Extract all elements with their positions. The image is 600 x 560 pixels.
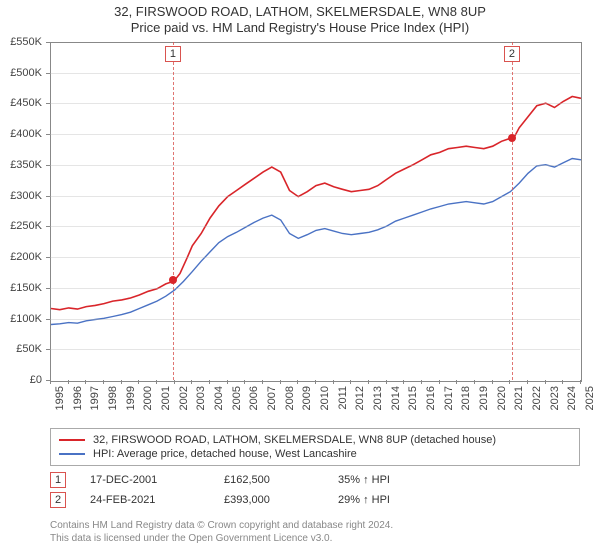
y-axis-label: £400K: [0, 128, 42, 140]
line-series-svg: [51, 43, 581, 381]
footer-line1: Contains HM Land Registry data © Crown c…: [50, 519, 393, 532]
x-axis-label: 2007: [266, 386, 278, 410]
y-axis-label: £550K: [0, 36, 42, 48]
sale-row: 2 24-FEB-2021 £393,000 29% ↑ HPI: [50, 490, 390, 510]
x-axis-label: 1997: [89, 386, 101, 410]
sale-marker-dot: [169, 276, 177, 284]
sale-row-price: £393,000: [224, 494, 314, 506]
x-axis-label: 2002: [178, 386, 190, 410]
x-axis-label: 2010: [319, 386, 331, 410]
legend-swatch: [59, 439, 85, 441]
sale-row-date: 17-DEC-2001: [90, 474, 200, 486]
x-axis-label: 2025: [584, 386, 596, 410]
x-axis-label: 2006: [248, 386, 260, 410]
y-axis-label: £50K: [0, 343, 42, 355]
sale-row-date: 24-FEB-2021: [90, 494, 200, 506]
x-axis-label: 1995: [54, 386, 66, 410]
x-axis-label: 2003: [195, 386, 207, 410]
x-axis-label: 2017: [443, 386, 455, 410]
x-axis-label: 2021: [513, 386, 525, 410]
sale-marker-box: 1: [165, 46, 181, 62]
x-axis-label: 2016: [425, 386, 437, 410]
x-axis-label: 2018: [460, 386, 472, 410]
x-axis-label: 2024: [566, 386, 578, 410]
x-axis-label: 2011: [337, 386, 349, 410]
y-axis-label: £500K: [0, 67, 42, 79]
footer-attribution: Contains HM Land Registry data © Crown c…: [50, 519, 393, 545]
legend-label: HPI: Average price, detached house, West…: [93, 448, 357, 460]
y-axis-label: £450K: [0, 97, 42, 109]
y-axis-label: £300K: [0, 190, 42, 202]
x-axis-label: 2019: [478, 386, 490, 410]
x-axis-label: 2001: [160, 386, 172, 410]
sale-marker-line: [173, 42, 174, 380]
y-axis-label: £250K: [0, 220, 42, 232]
legend-row: 32, FIRSWOOD ROAD, LATHOM, SKELMERSDALE,…: [59, 433, 571, 447]
footer-line2: This data is licensed under the Open Gov…: [50, 532, 393, 545]
x-axis-label: 2015: [407, 386, 419, 410]
x-axis-label: 1998: [107, 386, 119, 410]
legend-label: 32, FIRSWOOD ROAD, LATHOM, SKELMERSDALE,…: [93, 434, 496, 446]
chart-container: { "title_line1": "32, FIRSWOOD ROAD, LAT…: [0, 0, 600, 560]
x-axis-label: 2005: [231, 386, 243, 410]
sale-row-price: £162,500: [224, 474, 314, 486]
legend-swatch: [59, 453, 85, 455]
sale-row-pct: 35% ↑ HPI: [338, 474, 390, 486]
x-axis-label: 2000: [142, 386, 154, 410]
series-line: [51, 159, 581, 325]
x-axis-label: 2020: [496, 386, 508, 410]
legend-row: HPI: Average price, detached house, West…: [59, 447, 571, 461]
sale-row-marker: 1: [50, 472, 66, 488]
sale-row-marker: 2: [50, 492, 66, 508]
sale-marker-box: 2: [504, 46, 520, 62]
sale-markers-table: 1 17-DEC-2001 £162,500 35% ↑ HPI 2 24-FEB-202…: [50, 470, 390, 510]
sale-marker-dot: [508, 134, 516, 142]
y-axis-label: £0: [0, 374, 42, 386]
plot-area: [50, 42, 582, 382]
sale-row: 1 17-DEC-2001 £162,500 35% ↑ HPI: [50, 470, 390, 490]
x-axis-label: 2013: [372, 386, 384, 410]
y-axis-label: £200K: [0, 251, 42, 263]
chart-title-address: 32, FIRSWOOD ROAD, LATHOM, SKELMERSDALE,…: [0, 0, 600, 20]
legend: 32, FIRSWOOD ROAD, LATHOM, SKELMERSDALE,…: [50, 428, 580, 466]
x-axis-label: 2023: [549, 386, 561, 410]
y-axis-label: £100K: [0, 313, 42, 325]
x-axis-label: 2014: [390, 386, 402, 410]
x-axis-label: 2008: [284, 386, 296, 410]
chart-title-subtitle: Price paid vs. HM Land Registry's House …: [0, 20, 600, 38]
x-axis-label: 2009: [301, 386, 313, 410]
x-axis-label: 1999: [125, 386, 137, 410]
sale-row-pct: 29% ↑ HPI: [338, 494, 390, 506]
x-axis-label: 2004: [213, 386, 225, 410]
sale-marker-line: [512, 42, 513, 380]
series-line: [51, 97, 581, 310]
y-axis-label: £150K: [0, 282, 42, 294]
y-axis-label: £350K: [0, 159, 42, 171]
x-axis-label: 2012: [354, 386, 366, 410]
x-axis-label: 2022: [531, 386, 543, 410]
x-axis-label: 1996: [72, 386, 84, 410]
